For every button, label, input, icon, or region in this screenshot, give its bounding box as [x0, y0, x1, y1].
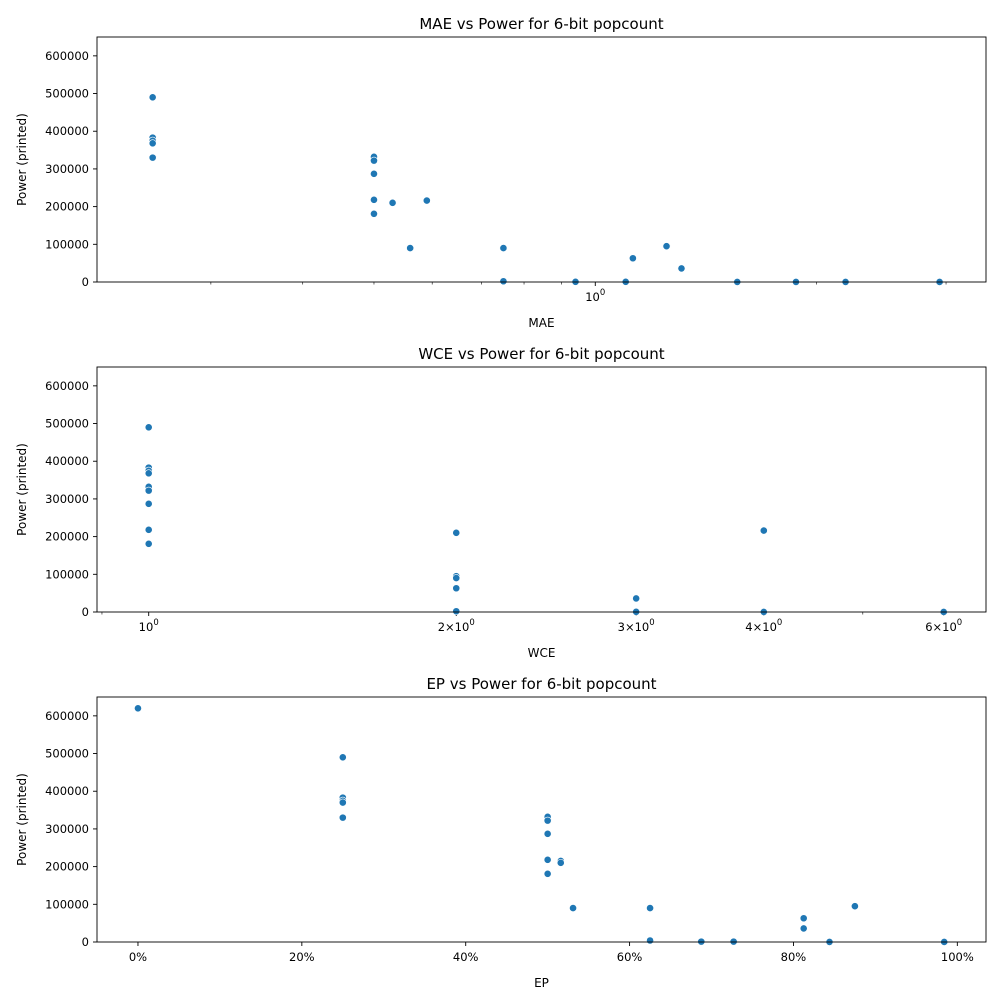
x-tick-label: 4×100: [745, 618, 782, 634]
x-tick-label: 20%: [289, 950, 315, 964]
y-tick-label: 500000: [45, 747, 89, 761]
data-point: [370, 209, 378, 218]
x-tick-label: 80%: [781, 950, 807, 964]
data-point: [632, 594, 641, 603]
data-point: [144, 469, 153, 478]
x-tick-label: 100%: [941, 950, 974, 964]
y-tick-label: 500000: [45, 417, 89, 431]
y-tick-label: 500000: [45, 87, 89, 101]
y-tick-label: 400000: [45, 454, 89, 468]
y-tick-label: 0: [82, 605, 89, 619]
data-point: [338, 813, 347, 822]
data-point: [144, 539, 153, 548]
data-point: [543, 816, 552, 825]
y-tick-label: 200000: [45, 530, 89, 544]
chart-title: MAE vs Power for 6-bit popcount: [419, 15, 663, 33]
y-tick-label: 100000: [45, 567, 89, 581]
y-axis-label: Power (printed): [15, 443, 29, 536]
plot-frame: [96, 366, 987, 613]
y-tick-label: 100000: [45, 897, 89, 911]
data-point: [543, 869, 552, 878]
chart-panel-1: MAE vs Power for 6-bit popcount 0 100000 20…: [15, 15, 987, 330]
y-tick-label: 600000: [45, 49, 89, 63]
data-point: [144, 525, 153, 534]
chart-title: WCE vs Power for 6-bit popcount: [418, 345, 664, 363]
x-axis-label: EP: [534, 976, 549, 990]
data-point: [370, 156, 378, 165]
data-point: [499, 277, 508, 286]
data-point: [370, 195, 378, 204]
data-point: [543, 829, 552, 838]
data-point: [370, 169, 378, 178]
data-point: [662, 242, 671, 251]
y-tick-label: 300000: [45, 162, 89, 176]
data-point: [677, 264, 686, 273]
y-tick-label: 200000: [45, 860, 89, 874]
data-point: [759, 526, 768, 535]
data-point: [499, 244, 508, 252]
y-tick-label: 300000: [45, 492, 89, 506]
chart-title: EP vs Power for 6-bit popcount: [426, 675, 656, 693]
x-tick-label: 40%: [453, 950, 479, 964]
data-point: [851, 902, 859, 911]
data-point: [134, 704, 142, 713]
data-point: [338, 798, 347, 807]
x-tick-label: 100: [139, 618, 159, 634]
x-tick-label: 60%: [617, 950, 643, 964]
y-tick-label: 400000: [45, 784, 89, 798]
data-point: [452, 584, 461, 593]
y-tick-label: 0: [82, 935, 89, 949]
data-point: [144, 423, 153, 432]
data-point: [148, 93, 157, 102]
y-tick-label: 600000: [45, 379, 89, 393]
x-axis-label: WCE: [528, 646, 556, 660]
chart-panel-2: WCE vs Power for 6-bit popcount 0 100000 20…: [15, 345, 987, 660]
y-tick-label: 0: [82, 275, 89, 289]
y-tick-label: 600000: [45, 709, 89, 723]
y-tick-label: 200000: [45, 200, 89, 214]
y-axis-label: Power (printed): [15, 113, 29, 206]
data-point: [144, 486, 153, 495]
data-point: [452, 574, 461, 582]
data-point: [148, 139, 157, 148]
data-point: [406, 244, 415, 252]
y-tick-label: 100000: [45, 237, 89, 251]
data-point: [388, 198, 397, 207]
plot-frame: [96, 36, 987, 283]
data-point: [452, 607, 461, 616]
data-point: [422, 196, 431, 205]
data-point: [646, 904, 654, 912]
x-tick-label: 6×100: [925, 618, 962, 634]
data-point: [452, 528, 461, 537]
data-point: [569, 904, 577, 912]
data-point: [628, 254, 637, 263]
plot-frame: [96, 696, 987, 943]
x-tick-label: 3×100: [618, 618, 655, 634]
data-point: [148, 153, 157, 162]
data-point: [799, 924, 808, 933]
y-tick-label: 300000: [45, 822, 89, 836]
x-axis-label: MAE: [528, 316, 554, 330]
data-point: [646, 936, 654, 945]
chart-panel-3: EP vs Power for 6-bit popcount 0 100000 200…: [15, 675, 987, 990]
y-tick-label: 400000: [45, 124, 89, 138]
data-point: [799, 914, 808, 923]
data-point: [543, 855, 552, 864]
data-point: [144, 499, 153, 508]
data-point: [338, 753, 347, 762]
x-tick-label: 100: [585, 288, 605, 304]
x-tick-label: 0%: [129, 950, 147, 964]
y-axis-label: Power (printed): [15, 773, 29, 866]
data-point: [556, 858, 565, 867]
x-tick-label: 2×100: [438, 618, 475, 634]
